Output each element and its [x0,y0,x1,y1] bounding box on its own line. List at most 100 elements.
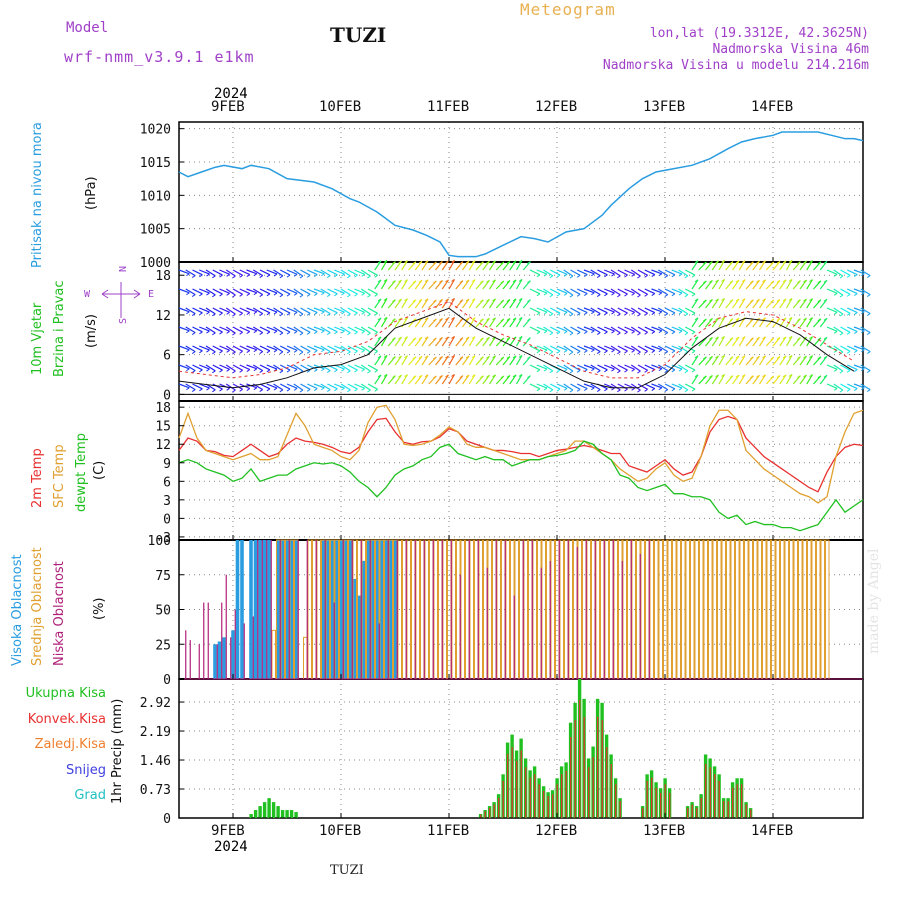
wind-arrow-head [433,299,437,303]
wind-arrow-head [392,318,396,322]
y-tick-label: 2.19 [140,725,171,740]
wind-arrow-head [506,337,511,340]
precip-total-bar [285,810,289,818]
cloud-mid-bar [645,539,650,680]
precip-conv-bar [660,792,662,818]
wind-arrow [718,317,726,328]
wind-arrow-head [398,355,402,359]
cloud-mid-bar [789,539,794,680]
wind-arrow-head [853,369,858,372]
wind-arrow-head [817,318,822,322]
wind-arrow [300,269,311,276]
precip-conv-bar [507,753,509,818]
wind-arrow [509,336,517,347]
model-elevation-label: Nadmorska Visina u modelu 214.216m [602,58,869,73]
wind-arrow-head [445,279,449,283]
wind-arrow-head [741,279,746,283]
wind-arrow [840,326,851,333]
wind-arrow-head [658,292,663,296]
wind-arrow [604,345,615,351]
wind-arrow-head [412,337,417,341]
wind-arrow-head [299,332,304,336]
precip-conv-bar [642,807,644,818]
wind-arrow-head [770,280,775,284]
wind-arrow [644,383,656,390]
wind-arrow-head [232,275,236,279]
compass-n: N [118,265,129,272]
precip-conv-bar [538,784,540,818]
wind-arrow [556,364,568,370]
wind-arrow-head [591,387,595,391]
wind-arrow-head [433,356,437,360]
wind-arrow [327,345,338,352]
wind-arrow [657,383,669,391]
wind-arrow-head [506,356,511,359]
wind-arrow-head [866,275,871,278]
wind-arrow-head [306,388,311,392]
precip-conv-bar [565,770,567,818]
wind-arrow [421,374,429,385]
wind-arrow [610,288,621,296]
wind-arrow [577,345,588,352]
wind-arrow-head [299,389,304,393]
wind-arrow [286,269,298,275]
wind-arrow [435,299,443,309]
bottom-day-label: 11FEB [427,823,470,839]
wind-arrow [212,288,223,295]
wind-arrow [313,326,325,332]
precip-conv-bar [700,797,702,818]
cloud-high-bar [262,540,267,679]
wind-arrow [515,279,523,290]
wind-arrow-head [286,274,291,278]
wind-arrow [401,336,409,347]
wind-arrow [529,345,541,352]
precip-conv-bar [480,814,482,818]
wind-arrow [617,364,628,371]
cloud-mid-bar [739,539,744,680]
wind-arrow-head [782,355,787,359]
wind-arrow [651,383,663,389]
wind-arrow [529,326,541,333]
wind-arrow [239,345,251,352]
wind-arrow-head [671,293,676,297]
wind-arrow [604,269,615,275]
wind-arrow [441,260,449,271]
cloud-mid-bar [649,539,654,680]
wind-arrow-head [266,388,271,392]
wind-arrow [435,318,443,328]
bottom-day-label: 10FEB [319,823,362,839]
wind-arrow-head [398,374,402,378]
cloud-high-bar [357,595,361,679]
wind-arrow-head [691,369,696,373]
wind-arrow [320,345,331,353]
precip-conv-bar [552,794,554,818]
wind-arrow-head [671,369,676,373]
wind-arrow-head [721,374,725,377]
wind-arrow-head [506,280,511,283]
wind-arrow-head [527,337,531,341]
wind-arrow-head [500,375,505,379]
wind-arrow-head [313,388,318,391]
wind-arrow [826,326,838,332]
wind-arrow-head [418,279,423,283]
cloud-mid-bar [604,539,609,680]
wind-arrow [232,345,243,352]
wind-arrow-head [750,299,754,303]
wind-arrow [279,383,291,390]
wind-arrow [300,383,311,390]
wind-arrow-head [853,331,858,334]
wind-arrow-head [239,312,243,316]
wind-arrow [199,364,210,370]
wind-arrow [772,280,781,290]
wind-arrow-head [191,351,196,354]
wind-arrow [205,288,216,296]
precip-conv-bar [610,763,612,818]
wind-arrow-head [232,370,236,374]
wind-arrow-head [833,273,838,277]
wind-arrow-head [321,311,325,315]
y-tick-label: 9 [163,457,171,472]
wind-arrow [610,383,621,391]
wind-arrow-head [576,350,581,354]
wind-arrow-head [776,337,781,340]
wind-arrow [718,374,726,385]
